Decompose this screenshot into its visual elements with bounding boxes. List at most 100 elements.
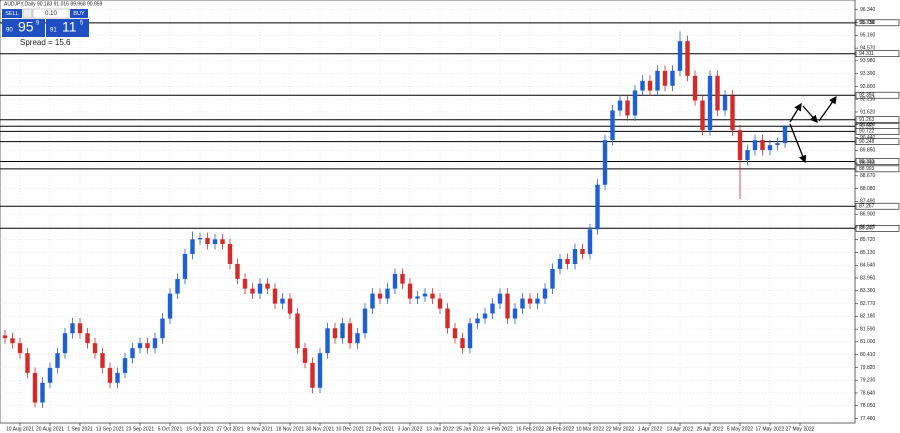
y-tick-label: 96.340 (860, 7, 876, 13)
candle-body (40, 382, 45, 403)
y-tick-label: 86.310 (860, 224, 876, 230)
x-tick-label: 25 Jan 2022 (456, 426, 484, 432)
candle-body (572, 249, 578, 264)
buy-price-sup: 5 (80, 21, 84, 27)
candle-body (655, 70, 660, 91)
candle-body (490, 303, 495, 314)
lot-spin[interactable] (22, 8, 33, 19)
y-tick-label: 93.390 (860, 71, 876, 77)
candle-body (632, 90, 638, 116)
x-tick-label: 1 Apr 2022 (638, 426, 662, 432)
candle-body (280, 298, 285, 304)
candle-body (737, 130, 743, 161)
candle-body (167, 293, 173, 319)
sell-button[interactable] (2, 9, 22, 18)
candle-body (422, 293, 428, 297)
level-label: 94.311 (859, 51, 874, 57)
y-tick-label: 82.770 (860, 301, 876, 307)
candle-body (595, 184, 600, 230)
candle-body (182, 254, 188, 279)
plot-area (0, 0, 856, 424)
candle-body (722, 95, 728, 111)
candle-body (647, 80, 653, 91)
level-label: 90.961 (859, 124, 875, 130)
y-tick-label: 78.050 (860, 403, 876, 409)
level-label: 88.993 (859, 166, 875, 172)
candle-body (587, 229, 593, 254)
candle-body (47, 367, 53, 383)
buy-price-box[interactable] (46, 19, 89, 37)
level-label-box (855, 91, 900, 99)
spread: Spread = 15.6 (20, 38, 71, 47)
x-tick-label: 15 Oct 2021 (186, 426, 213, 432)
candle-body (580, 249, 585, 254)
candle-body (107, 367, 113, 383)
y-tick-label: 90.440 (860, 135, 876, 141)
candle-body (565, 258, 570, 264)
candle-body (715, 75, 720, 111)
buy-label: BUY (73, 11, 85, 17)
level-label-box (855, 116, 900, 124)
candle-body (775, 143, 780, 146)
candle-body (235, 263, 240, 279)
x-tick-label: 22 Mar 2022 (606, 426, 634, 432)
candle-body (700, 100, 705, 131)
candle-body (437, 298, 443, 309)
x-tick-label: 20 Aug 2021 (36, 426, 64, 432)
candle-body (62, 333, 68, 354)
x-tick-label: 3 Jan 2022 (398, 426, 423, 432)
level-label-box (855, 165, 900, 173)
candle-body (362, 308, 368, 334)
candle-body (340, 323, 345, 339)
candle-body (160, 318, 165, 339)
candle-body (542, 288, 548, 299)
y-tick-label: 80.410 (860, 352, 876, 358)
candle-body (617, 100, 623, 111)
sell-price-big: 95 (18, 19, 34, 35)
candle-body (707, 75, 713, 131)
candle-body (32, 372, 38, 403)
sell-label: SELL (5, 11, 18, 17)
candle-body (550, 268, 555, 289)
y-tick-label: 81.000 (860, 339, 876, 345)
candle-body (325, 328, 330, 354)
buy-price-prefix: 91 (50, 28, 57, 34)
lot-input[interactable] (32, 8, 70, 19)
candle-body (670, 70, 675, 86)
level-label: 91.263 (859, 117, 875, 123)
x-tick-label: 17 May 2022 (756, 426, 785, 432)
sell-price-sup: 9 (36, 21, 40, 27)
candle-body (190, 239, 195, 254)
x-tick-label: 5 Oct 2021 (158, 426, 183, 432)
candle-body (92, 343, 98, 354)
candle-body (227, 244, 233, 264)
x-tick-label: 18 Nov 2021 (276, 426, 305, 432)
candle-body (55, 353, 60, 368)
level-label-box (855, 225, 900, 232)
x-tick-label: 25 Apr 2022 (697, 426, 724, 432)
candle-body (482, 313, 488, 319)
candle-body (347, 323, 353, 344)
y-tick-label: 83.360 (860, 288, 876, 294)
candle-body (265, 283, 270, 289)
candle-body (10, 338, 15, 344)
y-tick-label: 87.490 (860, 199, 876, 205)
y-tick-label: 89.260 (860, 160, 876, 166)
sell-price-box[interactable] (2, 19, 45, 37)
buy-button[interactable] (70, 9, 88, 18)
x-tick-label: 28 Feb 2022 (546, 426, 574, 432)
candle-body (430, 293, 435, 299)
chart-title: AUDJPY,Daily 90.183 91.016 89.968 90.959 (4, 1, 103, 7)
candle-body (407, 283, 413, 299)
y-tick-label: 82.180 (860, 314, 876, 320)
candle-body (782, 126, 788, 144)
candle-body (677, 41, 683, 71)
candle-body (115, 372, 120, 383)
level-label: 86.247 (859, 226, 875, 232)
candle-body (730, 95, 735, 131)
trade-panel: SELL 0.10 BUY 90 95 9 91 11 5 Spread = 1… (2, 8, 89, 47)
candle-body (512, 308, 518, 319)
level-label-box (855, 138, 900, 145)
candle-body (317, 353, 323, 388)
y-tick-label: 85.720 (860, 237, 876, 243)
